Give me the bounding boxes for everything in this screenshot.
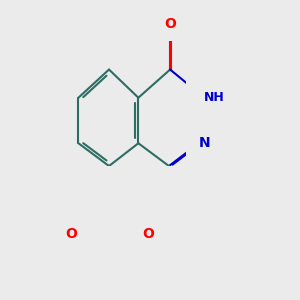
Text: O: O	[164, 17, 176, 31]
Text: NH: NH	[204, 91, 225, 104]
Text: O: O	[65, 227, 77, 241]
Text: O: O	[142, 227, 154, 241]
Text: N: N	[199, 136, 211, 150]
